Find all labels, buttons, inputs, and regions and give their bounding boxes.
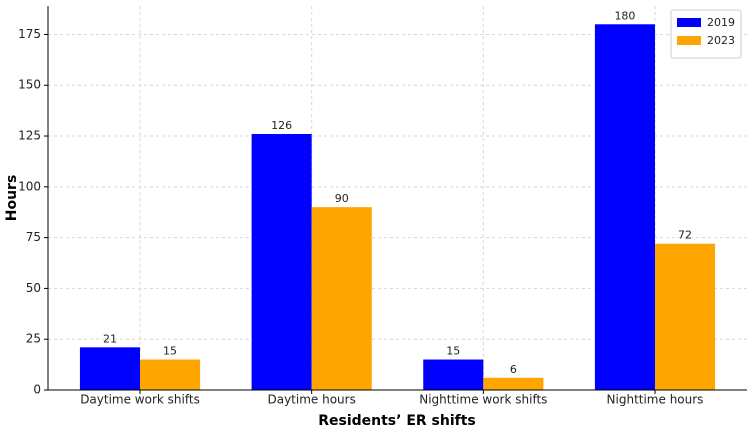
bar: [140, 359, 201, 390]
value-label: 180: [614, 9, 635, 22]
value-label: 126: [271, 119, 292, 132]
y-tick-label: 150: [18, 78, 41, 92]
x-tick-label: Daytime hours: [267, 393, 355, 407]
bar-layer: [79, 24, 716, 391]
y-axis-title: Hours: [4, 175, 20, 222]
value-label: 15: [446, 345, 460, 358]
legend-label: 2019: [707, 16, 735, 29]
value-label: 72: [678, 229, 692, 242]
bar: [251, 134, 312, 390]
bar: [423, 359, 484, 390]
bar: [654, 243, 716, 390]
bar: [594, 24, 655, 391]
bar: [483, 377, 544, 390]
x-tick-label: Daytime work shifts: [80, 393, 200, 407]
bar: [79, 347, 141, 390]
legend-swatch: [677, 36, 701, 45]
x-axis-title: Residents’ ER shifts: [318, 413, 476, 429]
foreground-layer: 0 25 50 75 100 125 150 175 Daytime work shifts Da…: [18, 6, 747, 407]
bar: [311, 207, 372, 390]
y-tick-label: 175: [18, 27, 41, 41]
y-tick-label: 50: [26, 281, 41, 295]
x-tick-label: Nighttime work shifts: [419, 393, 547, 407]
y-tick-label: 75: [26, 230, 41, 244]
y-tick-label: 125: [18, 129, 41, 143]
x-tick-label: Nighttime hours: [607, 393, 704, 407]
legend-swatch: [677, 18, 701, 27]
value-label: 6: [510, 363, 517, 376]
legend-label: 2023: [707, 34, 735, 47]
value-label: 90: [335, 192, 349, 205]
y-tick-label: 100: [18, 179, 41, 193]
value-label: 15: [163, 345, 177, 358]
y-tick-label: 25: [26, 332, 41, 346]
y-tick-label: 0: [33, 383, 41, 397]
value-label: 21: [103, 332, 117, 345]
